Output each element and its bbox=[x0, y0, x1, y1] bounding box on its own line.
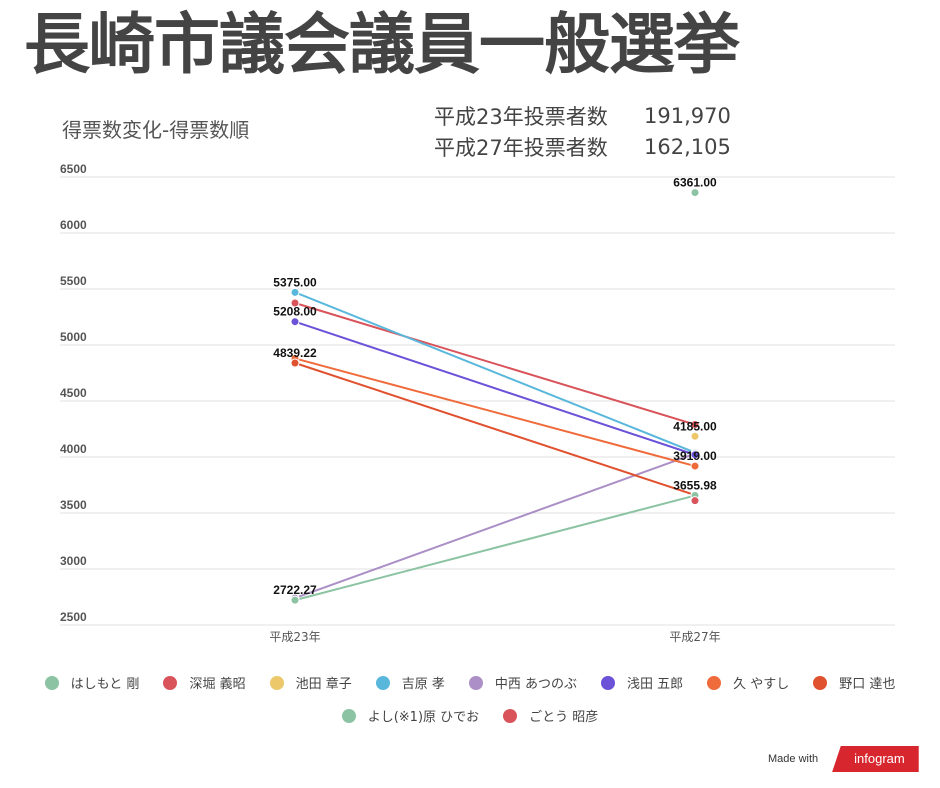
legend-label: 吉原 孝 bbox=[401, 677, 445, 692]
voter-counts: 平成23年投票者数 191,970 平成27年投票者数 162,105 bbox=[434, 100, 731, 162]
series-line bbox=[294, 452, 696, 600]
data-point bbox=[690, 420, 700, 430]
infogram-logo[interactable]: infogram bbox=[832, 746, 919, 772]
y-tick-label: 5500 bbox=[60, 274, 87, 288]
data-point bbox=[690, 188, 700, 198]
data-label: 4839.22 bbox=[273, 346, 317, 360]
legend-item[interactable]: 中西 あつのぶ bbox=[468, 673, 577, 692]
legend-label: 浅田 五郎 bbox=[627, 677, 684, 692]
legend-item[interactable]: 深堀 義昭 bbox=[163, 673, 246, 692]
voter-label: 平成23年投票者数 bbox=[434, 104, 608, 129]
legend-label: はしもと 剛 bbox=[70, 677, 140, 692]
x-tick-label: 平成27年 bbox=[669, 630, 720, 644]
line-chart: 6500 6000 5500 5000 4500 4000 3500 3000 2500 平成23… bbox=[60, 162, 895, 644]
data-label: 2722.27 bbox=[273, 583, 317, 597]
legend-swatch bbox=[813, 675, 828, 690]
series-line bbox=[294, 291, 696, 454]
data-point bbox=[290, 595, 300, 605]
data-label: 6361.00 bbox=[673, 176, 717, 190]
legend-swatch bbox=[707, 675, 722, 690]
data-point bbox=[690, 496, 700, 506]
data-point bbox=[690, 431, 700, 441]
legend-swatch bbox=[375, 675, 390, 690]
y-tick-label: 4500 bbox=[60, 386, 87, 400]
legend-row: よし(※1)原 ひでお ごとう 昭彦 bbox=[0, 699, 940, 732]
made-with-text: Made with bbox=[768, 753, 819, 765]
legend-item[interactable]: ごとう 昭彦 bbox=[503, 706, 598, 725]
voter-row-h27: 平成27年投票者数 162,105 bbox=[434, 131, 731, 162]
voter-row-h23: 平成23年投票者数 191,970 bbox=[434, 100, 731, 131]
data-label: 3919.00 bbox=[673, 449, 717, 463]
legend-item[interactable]: 浅田 五郎 bbox=[601, 673, 683, 692]
legend-item[interactable]: 久 やすし bbox=[707, 673, 789, 692]
legend-label: よし(※1)原 ひでお bbox=[367, 710, 480, 725]
y-tick-label: 3000 bbox=[60, 554, 87, 568]
series-line bbox=[294, 357, 696, 468]
legend-item[interactable]: 池田 章子 bbox=[269, 673, 352, 692]
y-tick-label: 2500 bbox=[60, 610, 87, 624]
legend-label: 野口 達也 bbox=[839, 677, 896, 692]
voter-label: 平成27年投票者数 bbox=[434, 135, 608, 160]
voter-value: 191,970 bbox=[644, 103, 731, 128]
legend-item[interactable]: はしもと 剛 bbox=[44, 673, 140, 692]
legend-swatch bbox=[503, 708, 518, 723]
data-label: 5375.00 bbox=[273, 275, 317, 289]
y-tick-label: 3500 bbox=[60, 498, 87, 512]
legend-swatch bbox=[163, 675, 178, 690]
data-label: 3655.98 bbox=[673, 479, 717, 493]
series-line bbox=[294, 302, 696, 426]
y-tick-label: 4000 bbox=[60, 442, 87, 456]
y-tick-label: 5000 bbox=[60, 330, 87, 344]
legend-item[interactable]: 吉原 孝 bbox=[375, 673, 445, 692]
legend-swatch bbox=[44, 675, 59, 690]
legend-swatch bbox=[341, 708, 356, 723]
legend-swatch bbox=[601, 675, 615, 690]
legend-label: 深堀 義昭 bbox=[189, 677, 246, 692]
data-label: 5208.00 bbox=[273, 305, 317, 319]
legend-label: 中西 あつのぶ bbox=[494, 677, 577, 692]
y-tick-label: 6000 bbox=[60, 218, 87, 232]
chart-legend: はしもと 剛 深堀 義昭 池田 章子 吉原 孝 中西 あつのぶ 浅田 五郎 久 やすし 野口 … bbox=[0, 666, 940, 732]
legend-row: はしもと 剛 深堀 義昭 池田 章子 吉原 孝 中西 あつのぶ 浅田 五郎 久 やすし 野口 … bbox=[0, 666, 940, 699]
x-tick-label: 平成23年 bbox=[269, 630, 320, 644]
legend-item[interactable]: 野口 達也 bbox=[813, 673, 895, 692]
chart-title: 長崎市議会議員一般選挙 bbox=[24, 6, 740, 83]
data-point bbox=[690, 450, 700, 460]
legend-label: ごとう 昭彦 bbox=[529, 710, 599, 725]
data-point bbox=[290, 298, 300, 308]
data-label: 4185.00 bbox=[673, 419, 717, 433]
legend-swatch bbox=[468, 675, 483, 690]
voter-value: 162,105 bbox=[644, 134, 731, 159]
series-line bbox=[294, 320, 696, 456]
series-line bbox=[294, 494, 696, 602]
branding[interactable]: Made with infogram bbox=[768, 746, 919, 772]
data-point bbox=[290, 317, 300, 327]
data-point bbox=[290, 287, 300, 297]
legend-label: 久 やすし bbox=[733, 677, 790, 692]
legend-label: 池田 章子 bbox=[295, 677, 352, 692]
y-tick-label: 6500 bbox=[60, 162, 87, 176]
chart-subtitle: 得票数変化-得票数順 bbox=[62, 118, 250, 142]
data-point bbox=[690, 461, 700, 471]
data-point bbox=[290, 358, 300, 368]
series-line bbox=[294, 362, 696, 497]
legend-swatch bbox=[269, 675, 284, 690]
legend-item[interactable]: よし(※1)原 ひでお bbox=[341, 706, 480, 725]
